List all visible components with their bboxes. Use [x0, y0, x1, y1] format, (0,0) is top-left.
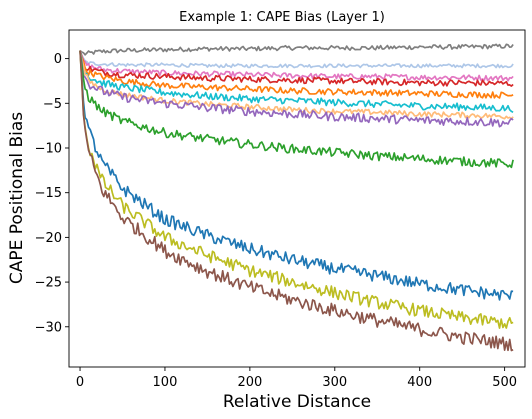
x-tick-label: 0: [76, 375, 84, 390]
x-tick-label: 400: [407, 375, 432, 390]
series-line-11: [79, 50, 514, 329]
series-line-7: [79, 50, 514, 120]
series-line-5: [79, 50, 514, 99]
series-line-10: [79, 50, 514, 301]
series-line-1: [79, 43, 514, 56]
series-layer: [79, 43, 514, 352]
x-axis-label: Relative Distance: [223, 392, 371, 412]
chart-title: Example 1: CAPE Bias (Layer 1): [179, 10, 385, 25]
y-tick-label: −20: [35, 231, 62, 246]
y-tick-label: −10: [35, 141, 62, 156]
y-tick-label: −25: [35, 276, 62, 291]
series-line-12: [79, 50, 514, 352]
y-tick-label: −30: [35, 320, 62, 335]
y-tick-label: −5: [43, 97, 62, 112]
ticks-layer: 0 100 200 300 400 500 0 −5 −10 −15 −20 −25 −30: [35, 52, 517, 390]
x-tick-label: 200: [237, 375, 262, 390]
series-line-3: [79, 50, 514, 82]
x-tick-label: 500: [492, 375, 517, 390]
series-line-9: [79, 50, 514, 169]
series-line-2: [79, 50, 514, 69]
y-axis-label: CAPE Positional Bias: [7, 112, 27, 284]
series-line-6: [79, 50, 514, 113]
y-tick-label: −15: [35, 186, 62, 201]
series-line-4: [79, 50, 514, 87]
plot-frame: [68, 29, 526, 368]
x-tick-label: 100: [153, 375, 178, 390]
x-tick-label: 300: [322, 375, 347, 390]
y-tick-label: 0: [54, 52, 62, 67]
series-line-8: [79, 50, 514, 128]
